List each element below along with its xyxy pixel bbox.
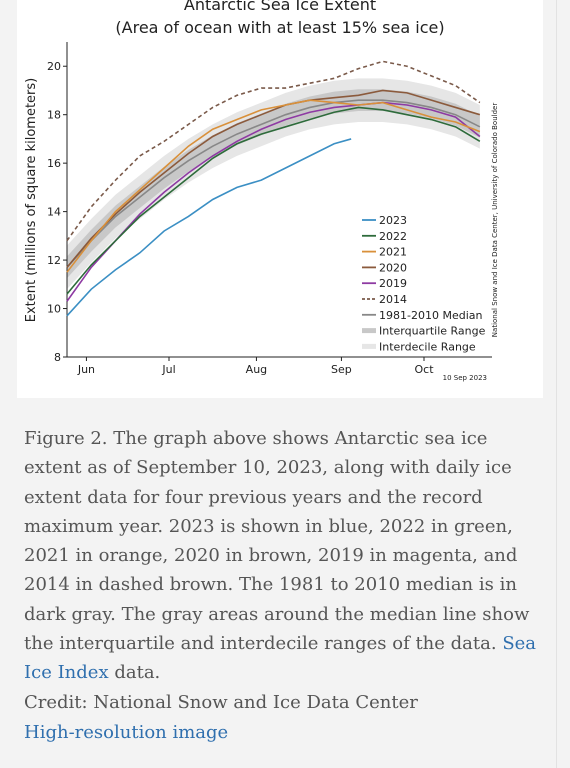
x-tick-label: Jul (161, 363, 175, 376)
legend-label: 2019 (379, 277, 407, 290)
series-line-2022 (66, 106, 481, 295)
y-tick-label: 20 (47, 60, 61, 73)
y-tick-label: 16 (47, 157, 61, 170)
chart-title: Antarctic Sea Ice Extent (184, 0, 376, 14)
x-tick-label: Sep (331, 363, 352, 376)
legend-label: 2023 (379, 214, 407, 227)
legend-label: 2022 (379, 230, 407, 243)
chart-subtitle: (Area of ocean with at least 15% sea ice… (115, 18, 444, 37)
y-tick-label: 8 (54, 351, 61, 364)
series-line-2014 (66, 60, 481, 242)
series-line-2020 (66, 89, 481, 268)
legend-label: Interdecile Range (379, 340, 476, 353)
article-card: Antarctic Sea Ice Extent (Area of ocean … (17, 0, 557, 768)
sea-ice-index-link[interactable]: Sea Ice Index (24, 633, 537, 684)
caption-text: Figure 2. The graph above shows Antarcti… (24, 428, 530, 655)
x-tick-label: Aug (246, 363, 267, 376)
legend-label: 2014 (379, 293, 407, 306)
chart-svg: Antarctic Sea Ice Extent (Area of ocean … (24, 0, 499, 382)
x-tick-label: Oct (414, 363, 434, 376)
legend-label: Interquartile Range (379, 325, 486, 338)
chart-ylabel: Extent (millions of square kilometers) (24, 78, 39, 323)
series-line-1981-2010-median (66, 99, 481, 268)
series-line-2019 (66, 101, 481, 302)
y-tick-label: 10 (47, 303, 61, 316)
legend-label: 1981-2010 Median (379, 309, 482, 322)
figure-credit: Credit: National Snow and Ice Data Cente… (24, 688, 546, 748)
figure-caption: Figure 2. The graph above shows Antarcti… (24, 424, 546, 688)
legend-label: 2020 (379, 261, 407, 274)
y-tick-label: 12 (47, 254, 61, 267)
credit-text: Credit: National Snow and Ice Data Cente… (24, 692, 418, 713)
legend-label: 2021 (379, 246, 407, 259)
caption-tail: data. (108, 662, 161, 684)
chart-date-stamp: 10 Sep 2023 (443, 374, 487, 382)
y-tick-label: 14 (47, 206, 61, 219)
series-line-2023 (66, 138, 352, 317)
chart-side-credit: National Snow and Ice Data Center, Unive… (491, 103, 499, 338)
series-line-2021 (66, 99, 481, 273)
x-tick-label: Jun (77, 363, 95, 376)
y-tick-label: 18 (47, 109, 61, 122)
chart-figure[interactable]: Antarctic Sea Ice Extent (Area of ocean … (17, 0, 543, 398)
high-resolution-image-link[interactable]: High-resolution image (24, 722, 229, 743)
